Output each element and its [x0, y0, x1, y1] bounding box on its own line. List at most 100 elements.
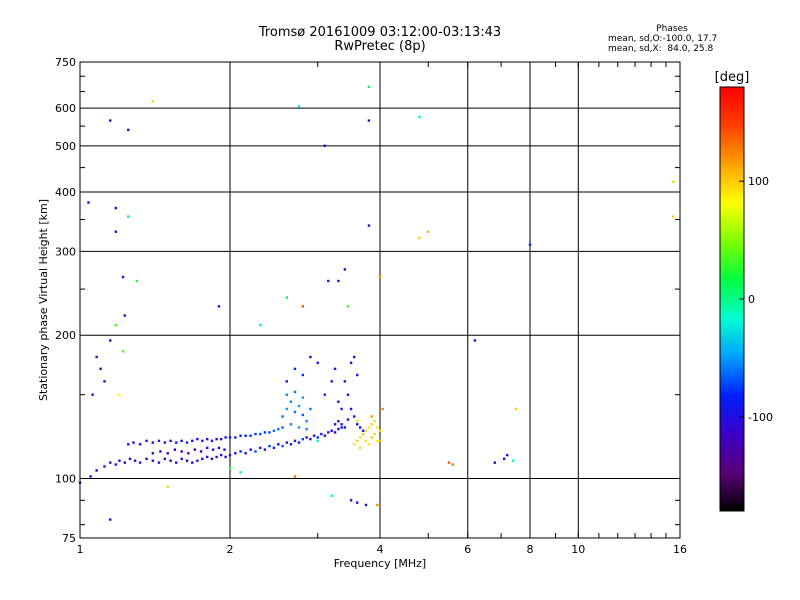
data-point [381, 407, 384, 411]
colorbar-tick-label: 100 [748, 175, 769, 188]
data-point [254, 450, 257, 453]
data-point [228, 436, 232, 439]
x-tick-label: 4 [377, 543, 384, 556]
data-point [193, 448, 197, 451]
data-point [99, 367, 102, 371]
data-point [118, 393, 121, 396]
data-point [301, 373, 305, 377]
data-point [127, 443, 130, 446]
data-point [254, 432, 257, 436]
data-point [301, 396, 305, 399]
data-point [367, 426, 371, 429]
y-tick-label: 100 [55, 473, 76, 486]
data-point [349, 407, 353, 411]
phases-line-x: mean, sd,X: 84.0, 25.8 [608, 44, 714, 54]
data-point [163, 457, 167, 461]
data-point [355, 501, 359, 504]
data-point [333, 423, 337, 426]
data-point [340, 407, 343, 411]
data-point [333, 367, 337, 371]
data-point [327, 431, 330, 434]
data-point [244, 452, 247, 455]
data-point [320, 432, 323, 436]
data-point [337, 279, 340, 283]
data-point [239, 471, 242, 474]
grid [79, 61, 681, 539]
data-point [451, 463, 455, 466]
x-tick-label: 6 [464, 543, 471, 556]
data-point [217, 305, 221, 308]
data-point [159, 450, 162, 453]
data-point [285, 393, 288, 396]
data-point [370, 415, 373, 418]
data-point [361, 432, 365, 436]
data-point [191, 461, 194, 464]
data-point [514, 407, 518, 411]
data-point [293, 367, 297, 371]
data-point [297, 105, 301, 108]
data-point [215, 455, 218, 459]
data-point [473, 339, 477, 342]
colorbar-label: [deg] [715, 70, 750, 85]
data-point [378, 275, 382, 279]
data-point [151, 100, 155, 103]
data-point [180, 457, 183, 461]
data-point [210, 439, 214, 443]
data-point [285, 380, 288, 383]
data-point [95, 355, 98, 359]
data-point [135, 279, 138, 283]
x-axis: 1 2 4 6 8 10 16 [77, 62, 687, 556]
data-point [151, 452, 155, 455]
y-tick-label: 200 [55, 329, 76, 342]
data-point [289, 443, 293, 446]
data-point [327, 279, 330, 283]
data-point [132, 441, 135, 444]
data-point [358, 426, 362, 429]
data-point [263, 431, 267, 434]
data-point [340, 423, 343, 426]
data-point [373, 419, 376, 423]
data-point [297, 404, 301, 408]
data-point [185, 441, 189, 444]
x-tick-label: 2 [227, 543, 234, 556]
data-point [330, 380, 333, 383]
data-point [493, 461, 497, 464]
y-axis: 75 100 200 300 400 500 600 750 [55, 56, 680, 545]
data-point [293, 390, 297, 394]
data-point [301, 437, 305, 441]
data-point [358, 436, 362, 439]
data-point [211, 448, 215, 451]
data-point [361, 429, 365, 432]
data-point [330, 429, 333, 432]
y-tick-label: 400 [55, 186, 76, 199]
data-point [418, 236, 421, 240]
data-point [281, 426, 284, 429]
data-point [376, 439, 379, 443]
data-point [364, 439, 368, 443]
data-point [259, 323, 262, 327]
data-point [244, 434, 247, 437]
chart-title: Tromsø 20161009 03:12:00-03:13:43 [258, 25, 502, 40]
data-point [285, 407, 288, 411]
x-tick-label: 16 [673, 543, 687, 556]
data-point [151, 459, 155, 462]
data-point [367, 224, 371, 227]
data-point [103, 465, 106, 468]
data-point [316, 439, 319, 443]
data-point [91, 393, 94, 396]
data-point [272, 446, 276, 450]
colorbar: [deg] 100 0 -100 [715, 70, 773, 512]
data-point [223, 448, 226, 451]
data-point [272, 429, 276, 432]
data-point [87, 201, 90, 204]
data-point [191, 439, 194, 443]
data-point [89, 475, 92, 478]
data-point [297, 426, 301, 429]
data-point [346, 393, 350, 396]
data-point [511, 459, 515, 462]
data-point [355, 373, 359, 377]
data-point [219, 437, 223, 441]
data-point [196, 459, 199, 462]
data-point [364, 429, 368, 432]
